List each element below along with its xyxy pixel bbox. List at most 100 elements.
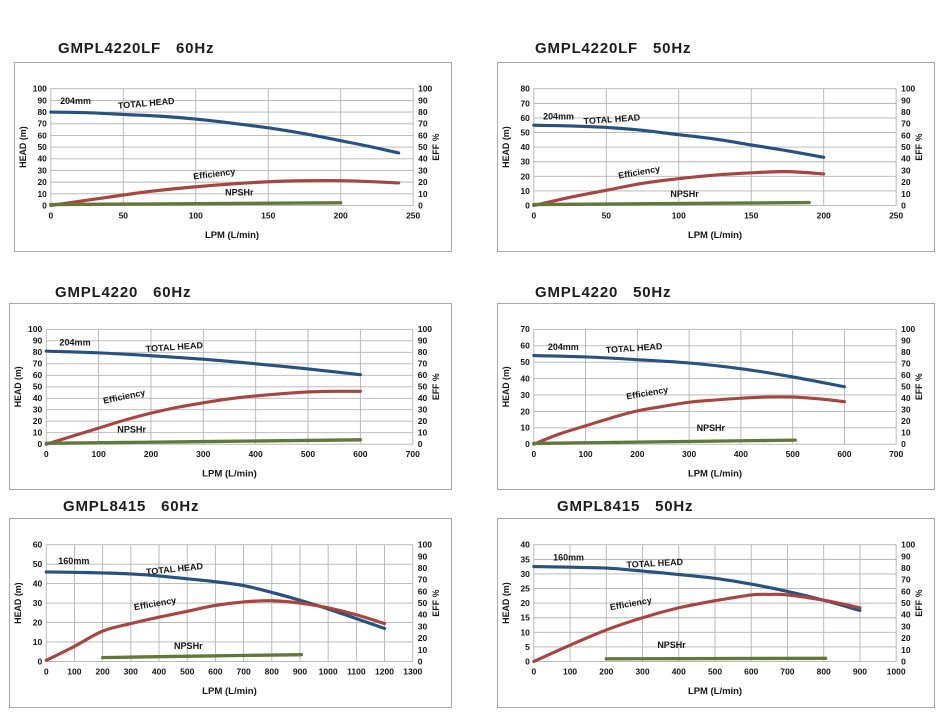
chart-panel-gmpl8415-50hz: 0 5 10 15 20 25 30 35 40 0 10 20 30 40 50 60 70 80 90 100 0 1… — [497, 518, 935, 708]
svg-text:1100: 1100 — [347, 666, 366, 676]
svg-text:20: 20 — [901, 633, 911, 643]
svg-text:90: 90 — [37, 95, 47, 105]
svg-text:40: 40 — [520, 540, 530, 550]
svg-text:20: 20 — [418, 633, 428, 643]
svg-text:90: 90 — [418, 336, 428, 346]
svg-text:100: 100 — [91, 449, 106, 459]
svg-text:300: 300 — [124, 666, 139, 676]
svg-text:600: 600 — [744, 666, 758, 676]
svg-text:30: 30 — [520, 157, 530, 167]
svg-text:90: 90 — [418, 551, 428, 561]
svg-text:70: 70 — [418, 359, 428, 369]
svg-text:80: 80 — [33, 347, 43, 357]
svg-text:0: 0 — [531, 666, 536, 676]
y-axis-right-label: EFF % — [914, 133, 924, 160]
svg-text:0: 0 — [525, 656, 530, 666]
svg-text:80: 80 — [901, 347, 911, 357]
svg-text:0: 0 — [48, 210, 53, 220]
svg-text:100: 100 — [901, 540, 915, 550]
svg-text:50: 50 — [37, 142, 47, 152]
svg-text:20: 20 — [901, 177, 911, 187]
svg-text:50: 50 — [520, 128, 530, 138]
svg-text:10: 10 — [901, 189, 911, 199]
curve-efficiency — [49, 178, 401, 208]
svg-text:100: 100 — [418, 84, 432, 94]
svg-text:100: 100 — [418, 540, 433, 550]
svg-text:1200: 1200 — [375, 666, 394, 676]
gridlines — [533, 544, 897, 662]
svg-text:70: 70 — [418, 575, 428, 585]
svg-text:20: 20 — [37, 177, 47, 187]
series-label-head: TOTAL HEAD — [583, 112, 641, 126]
chart-model: GMPL8415 — [63, 498, 147, 515]
svg-text:1000: 1000 — [319, 666, 338, 676]
series-label-efficiency: Efficiency — [102, 387, 146, 405]
series-label-npshr: NPSHr — [174, 641, 203, 651]
svg-text:700: 700 — [406, 449, 421, 459]
impeller-size-label: 204mm — [548, 342, 579, 352]
chart-title-gmpl8415-60hz: GMPL8415 60Hz — [63, 498, 199, 515]
chart-panel-gmpl4220-60hz: 0 10 20 30 40 50 60 70 80 90 100 0 10 20 30 40 50 60 70 80 9… — [9, 303, 452, 490]
svg-text:90: 90 — [901, 551, 911, 561]
svg-text:40: 40 — [901, 154, 911, 164]
curve-head — [44, 349, 362, 377]
svg-text:30: 30 — [418, 405, 428, 415]
svg-text:500: 500 — [301, 449, 316, 459]
svg-text:80: 80 — [901, 563, 911, 573]
chart-frequency: 60Hz — [176, 40, 215, 57]
svg-text:700: 700 — [780, 666, 794, 676]
series-label-npshr: NPSHr — [225, 188, 254, 198]
chart-model: GMPL4220LF — [535, 40, 639, 57]
svg-text:700: 700 — [236, 666, 251, 676]
svg-text:200: 200 — [817, 210, 831, 220]
curve-head — [532, 123, 826, 159]
curve-npshr — [100, 652, 304, 660]
chart-canvas: 0102030405060708090100010203040506070809… — [18, 84, 441, 240]
curve-efficiency — [44, 389, 362, 446]
svg-text:20: 20 — [901, 416, 911, 426]
svg-text:70: 70 — [901, 575, 911, 585]
curve-efficiency — [532, 395, 847, 446]
x-axis-label: LPM (L/min) — [688, 685, 742, 696]
svg-text:10: 10 — [418, 645, 428, 655]
svg-text:0: 0 — [418, 657, 423, 667]
series-label-efficiency: Efficiency — [193, 166, 236, 181]
svg-text:500: 500 — [708, 666, 722, 676]
curve-efficiency — [532, 592, 862, 664]
chart-title-gmpl4220lf-60hz: GMPL4220LF 60Hz — [58, 40, 214, 57]
svg-text:10: 10 — [901, 428, 911, 438]
curve-head — [532, 354, 847, 389]
svg-text:70: 70 — [37, 119, 47, 129]
svg-text:30: 30 — [901, 621, 911, 631]
svg-text:10: 10 — [520, 186, 530, 196]
svg-text:50: 50 — [33, 559, 43, 569]
chart-panel-gmpl4220lf-60hz: 0 10 20 30 40 50 60 70 80 90 100 0 10 20 30 40 50 60 70 80 9… — [14, 62, 452, 252]
chart-model: GMPL4220LF — [58, 40, 162, 57]
svg-text:80: 80 — [418, 347, 428, 357]
svg-text:0: 0 — [37, 439, 42, 449]
svg-text:50: 50 — [901, 598, 911, 608]
svg-text:20: 20 — [418, 177, 428, 187]
y-axis-left-label: HEAD (m) — [501, 582, 511, 624]
svg-text:10: 10 — [37, 189, 47, 199]
svg-text:0: 0 — [525, 200, 530, 210]
svg-text:80: 80 — [901, 107, 911, 117]
chart-frequency: 50Hz — [653, 40, 692, 57]
y-axis-left-label: HEAD (m) — [13, 366, 23, 407]
chart-model: GMPL4220 — [535, 284, 619, 301]
chart-panel-gmpl8415-60hz: 0 10 20 30 40 50 60 0 10 20 30 40 50 60 70 80 90 100 0 100 2… — [9, 518, 452, 708]
svg-text:100: 100 — [563, 666, 577, 676]
svg-text:90: 90 — [418, 95, 428, 105]
svg-text:40: 40 — [901, 393, 911, 403]
svg-text:40: 40 — [520, 142, 530, 152]
series-label-npshr: NPSHr — [117, 425, 146, 435]
svg-text:50: 50 — [418, 382, 428, 392]
impeller-size-label: 204mm — [60, 96, 91, 106]
svg-text:300: 300 — [682, 449, 696, 459]
svg-text:30: 30 — [901, 165, 911, 175]
curve-npshr — [532, 200, 811, 207]
